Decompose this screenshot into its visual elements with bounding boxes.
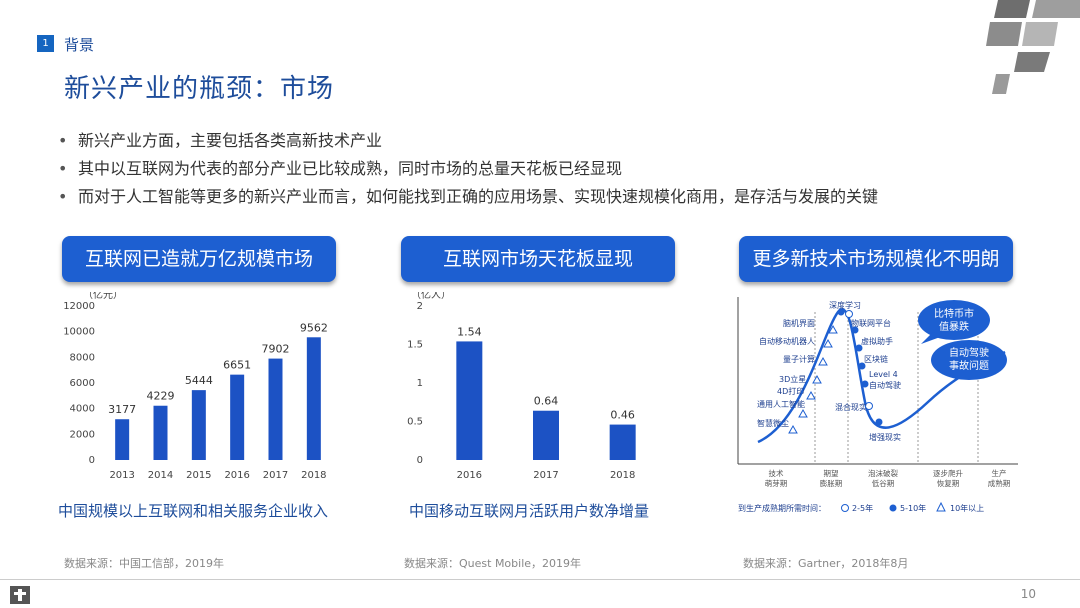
svg-text:萌芽期: 萌芽期 [765,478,788,488]
x-tick-label: 2013 [109,470,134,481]
hype-label: 智慧微尘 [757,418,789,428]
hype-label: 自动驾驶 [869,380,901,390]
bar-value-label: 9562 [300,321,328,334]
y-tick-label: 0.5 [407,417,423,428]
x-tick-label: 2014 [148,470,173,481]
hype-label: Level 4 [869,370,898,379]
x-tick-label: 2016 [457,470,482,481]
x-tick-label: 2018 [610,470,635,481]
bar [268,358,283,460]
bar-value-label: 4229 [147,390,175,403]
x-tick-label: 2016 [224,470,249,481]
hype-label: 物联网平台 [851,318,891,328]
y-tick-label: 1.5 [407,340,423,351]
hype-label: 4D打印 [777,386,804,396]
footer-divider [0,579,1080,580]
section-title: 背景 [64,36,95,54]
legend-item: 2-5年 [852,503,873,513]
bar-value-label: 5444 [185,374,213,387]
y-tick-label: 4000 [70,404,95,415]
hype-label: 深度学习 [829,300,861,310]
svg-text:成熟期: 成熟期 [988,478,1011,488]
bar [609,424,636,460]
svg-text:技术: 技术 [769,468,784,478]
x-tick-label: 2017 [533,470,558,481]
panel-heading-2: 互联网市场天花板显现 [401,236,675,282]
bullet-item: 其中以互联网为代表的部分产业已比较成熟，同时市场的总量天花板已经显现 [58,155,878,183]
hype-label: 增强现实 [869,432,901,442]
svg-text:逐步爬升: 逐步爬升 [933,468,963,478]
bar [115,419,130,460]
bullet-item: 而对于人工智能等更多的新兴产业而言，如何能找到正确的应用场景、实现快速规模化商用… [58,183,878,211]
panel-heading-3: 更多新技术市场规模化不明朗 [739,236,1013,282]
legend-title: 到生产成熟期所需时间： [738,503,826,513]
page-title: 新兴产业的瓶颈：市场 [64,74,335,104]
bullet-item: 新兴产业方面，主要包括各类高新技术产业 [58,127,878,155]
source-2: 数据来源：Quest Mobile，2019年 [404,557,582,570]
hype-label: 自动移动机器人 [759,336,815,346]
source-1: 数据来源：中国工信部，2019年 [64,557,224,570]
bar [456,341,483,460]
y-tick-label: 8000 [70,352,95,363]
corner-logo [986,0,1080,94]
bar [153,405,168,460]
hype-label: 量子计算 [783,354,815,364]
bar [306,337,321,460]
svg-text:低谷期: 低谷期 [872,478,895,488]
y-tick-label: 0 [417,455,423,466]
revenue-bar-chart: （亿元） 0 2000 4000 6000 8000 10000 12000 3177 2013 4… [63,292,328,481]
page-number: 10 [1020,587,1036,601]
hype-label: 3D立星 [779,374,806,384]
hype-label: 区块链 [864,354,888,364]
y-tick-label: 6000 [70,378,95,389]
chart-caption-1: 中国规模以上互联网和相关服务企业收入 [58,502,329,520]
y-tick-label: 10000 [63,327,95,338]
svg-text:膨胀期: 膨胀期 [820,478,843,488]
source-3: 数据来源：Gartner，2018年8月 [743,557,909,570]
bubble-autodrive: 自动驾驶 [949,346,989,359]
y-tick-label: 0 [89,455,95,466]
hype-cycle-diagram: 深度学习 脑机界面 物联网平台 自动移动机器人 虚拟助手 量子计算 区块链 Le… [737,297,1018,513]
footer-logo-icon [10,586,30,604]
legend-item: 5-10年 [900,503,926,513]
y-tick-label: 2000 [70,429,95,440]
svg-text:生产: 生产 [992,468,1007,478]
y-unit-label: （亿元） [83,292,123,301]
bar-value-label: 0.64 [534,395,559,408]
x-tick-label: 2015 [186,470,211,481]
hype-label: 脑机界面 [783,318,815,328]
bullet-list: 新兴产业方面，主要包括各类高新技术产业 其中以互联网为代表的部分产业已比较成熟，… [58,127,878,211]
svg-text:值暴跌: 值暴跌 [939,320,969,333]
y-unit-label: （亿人） [411,292,451,301]
svg-text:期望: 期望 [824,468,839,478]
bar-value-label: 0.46 [610,409,635,422]
bar [533,410,559,460]
legend-item: 10年以上 [950,503,984,513]
bar [230,374,245,460]
svg-text:泡沫破裂: 泡沫破裂 [868,468,898,478]
y-tick-label: 2 [417,301,423,312]
bar-value-label: 6651 [223,359,251,372]
panel-heading-1: 互联网已造就万亿规模市场 [62,236,336,282]
bar-value-label: 7902 [262,343,290,356]
hype-label: 通用人工智能 [757,399,805,409]
bar [191,390,206,460]
bubble-bitcoin: 比特币市 [934,307,974,320]
section-number: 1 [37,35,54,52]
bar-value-label: 3177 [108,403,136,416]
hype-label: 混合现实 [835,402,867,412]
hype-label: 虚拟助手 [861,336,893,346]
x-tick-label: 2018 [301,470,326,481]
svg-text:恢复期: 恢复期 [937,478,960,488]
svg-text:事故问题: 事故问题 [949,359,989,372]
mau-growth-bar-chart: （亿人） 0 0.5 1 1.5 2 1.54 2016 0.64 2017 0.46 2018 [407,292,636,481]
y-tick-label: 12000 [63,301,95,312]
y-tick-label: 1 [417,378,423,389]
x-tick-label: 2017 [263,470,288,481]
chart-caption-2: 中国移动互联网月活跃用户数净增量 [409,502,650,520]
bar-value-label: 1.54 [457,325,482,338]
